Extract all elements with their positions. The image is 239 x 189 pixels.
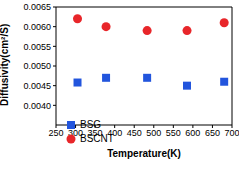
svg-text:400: 400 bbox=[107, 128, 122, 138]
svg-text:Temperature(K): Temperature(K) bbox=[107, 148, 181, 159]
svg-text:250: 250 bbox=[48, 128, 63, 138]
svg-text:0.0040: 0.0040 bbox=[23, 101, 51, 111]
svg-text:0.0055: 0.0055 bbox=[23, 42, 51, 52]
svg-text:300: 300 bbox=[68, 128, 83, 138]
svg-text:0.0050: 0.0050 bbox=[23, 61, 51, 71]
svg-text:0.0045: 0.0045 bbox=[23, 81, 51, 91]
svg-text:0.0065: 0.0065 bbox=[23, 2, 51, 12]
svg-text:450: 450 bbox=[127, 128, 142, 138]
svg-text:650: 650 bbox=[205, 128, 220, 138]
svg-text:0.0060: 0.0060 bbox=[23, 22, 51, 32]
svg-text:700: 700 bbox=[224, 128, 231, 138]
svg-text:600: 600 bbox=[185, 128, 200, 138]
svg-text:500: 500 bbox=[146, 128, 161, 138]
svg-text:550: 550 bbox=[166, 128, 181, 138]
svg-text:Diffusivity(cm²/S): Diffusivity(cm²/S) bbox=[8, 24, 10, 106]
svg-text:350: 350 bbox=[88, 128, 103, 138]
